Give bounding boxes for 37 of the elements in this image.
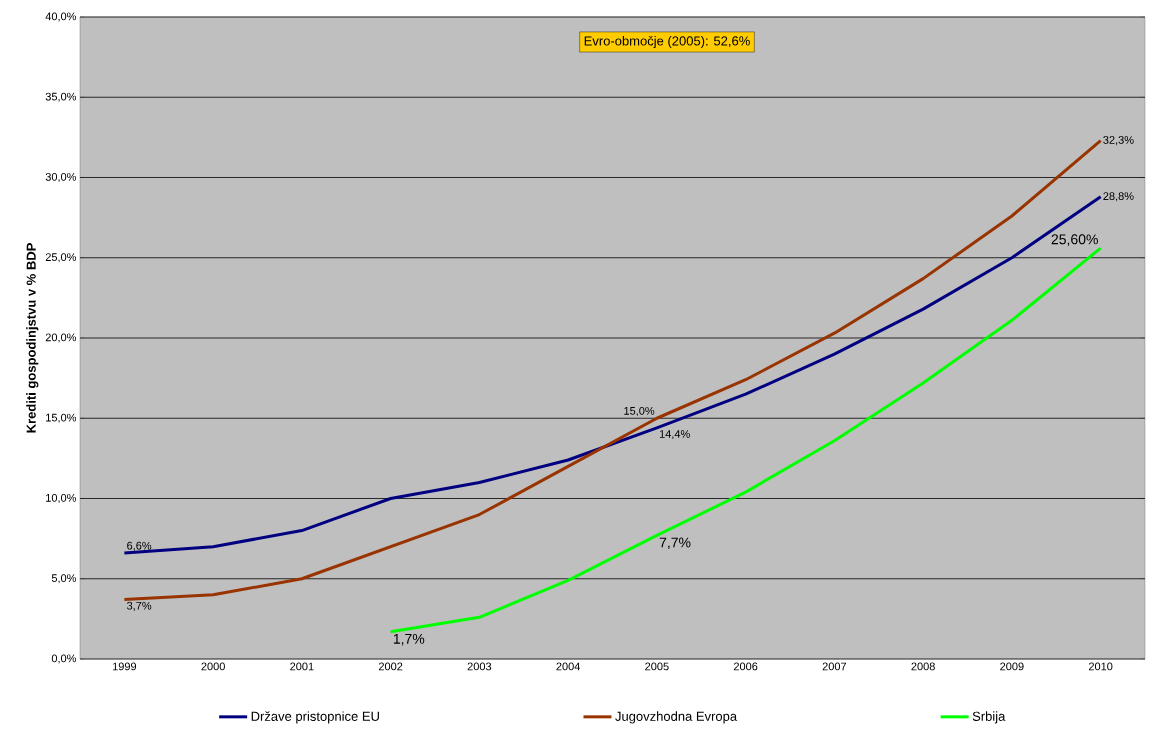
data-label: 15,0% — [624, 406, 655, 417]
x-tick-label: 2010 — [1088, 662, 1113, 671]
data-label: 28,8% — [1103, 192, 1134, 202]
legend-label: Jugovzhodna Evropa — [615, 711, 738, 724]
x-tick-label: 2009 — [1000, 662, 1024, 671]
line-series — [389, 246, 1103, 634]
line-series — [122, 195, 1103, 555]
x-tick-label: 2002 — [378, 662, 403, 671]
y-tick-label: 5,0% — [51, 574, 77, 584]
data-label: 3,7% — [127, 601, 152, 611]
y-axis-title: Krediti gospodinjstvu v % BDP — [26, 243, 39, 433]
y-tick-label: 40,0% — [45, 12, 77, 22]
data-label: 14,4% — [659, 430, 690, 440]
y-tick-label: 35,0% — [45, 92, 77, 102]
data-label: 25,60% — [1051, 234, 1098, 246]
x-tick-label: 2001 — [290, 662, 314, 671]
y-tick-label: 20,0% — [45, 333, 77, 343]
legend-label: Države pristopnice EU — [251, 711, 379, 724]
y-tick-label: 0,0% — [51, 654, 77, 664]
legend-label: Srbija — [972, 711, 1006, 724]
y-tick-label: 25,0% — [45, 253, 77, 263]
x-tick-label: 2005 — [645, 662, 669, 671]
annotation: Evro-območje (2005): 52,6% — [584, 35, 750, 49]
x-tick-label: 2000 — [201, 662, 225, 671]
data-label: 32,3% — [1103, 136, 1134, 146]
x-tick-label: 1999 — [112, 662, 137, 671]
data-label: 6,6% — [127, 541, 152, 551]
data-label: 7,7% — [659, 537, 691, 550]
x-tick-label: 2003 — [467, 662, 492, 671]
x-tick-label: 2004 — [556, 662, 581, 671]
data-label: 1,7% — [393, 633, 425, 646]
x-tick-label: 2008 — [911, 662, 935, 671]
x-tick-label: 2006 — [733, 662, 758, 671]
y-tick-label: 30,0% — [45, 172, 77, 183]
x-tick-label: 2007 — [822, 662, 847, 671]
y-tick-label: 15,0% — [46, 413, 77, 423]
y-tick-label: 10,0% — [46, 493, 77, 504]
